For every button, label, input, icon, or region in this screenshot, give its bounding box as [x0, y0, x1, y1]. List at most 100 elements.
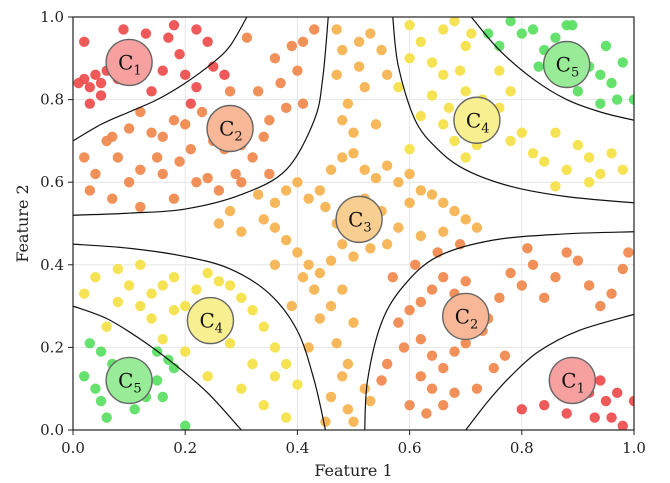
data-point-c3: [393, 177, 404, 188]
data-point-c3: [337, 238, 348, 250]
data-point-c2: [516, 280, 527, 291]
centroid-label-subscript: 5: [133, 381, 141, 396]
data-point-c2: [415, 296, 427, 308]
axis-ticks: 0.0 0.2 0.4 0.6 0.8 1.0 0.0 0.2 0.4 0.6 0.8 1.0: [40, 8, 646, 457]
centroid-label-letter: C: [556, 52, 571, 76]
data-point-c1: [589, 412, 600, 423]
data-point-c4: [583, 177, 595, 188]
data-point-c2: [191, 177, 202, 188]
data-point-c3: [303, 193, 314, 204]
decision-boundary-line: [465, 313, 634, 430]
data-point-c4: [292, 379, 303, 390]
centroid-marker-c1: [548, 356, 596, 405]
data-point-c3: [325, 300, 337, 312]
data-point-c4: [404, 53, 415, 64]
data-point-c3: [415, 185, 427, 196]
data-point-c4: [213, 276, 225, 287]
grid-lines: [72, 16, 635, 431]
data-point-c2: [449, 387, 460, 399]
y-tick-label: 0.8: [40, 91, 64, 109]
data-point-c2: [415, 333, 427, 345]
x-tick-label: 0.2: [173, 439, 197, 457]
data-point-c3: [342, 358, 354, 370]
centroid-label: C2: [219, 117, 243, 145]
centroid-label-subscript: 1: [133, 63, 141, 78]
data-point-c2: [488, 362, 499, 374]
data-point-c4: [595, 168, 606, 180]
data-point-c2: [247, 152, 258, 163]
data-point-c5: [151, 375, 163, 386]
decision-boundaries: [73, 17, 634, 430]
data-point-c5: [611, 94, 623, 105]
data-point-c2: [157, 131, 168, 142]
data-point-c3: [280, 185, 292, 196]
data-point-c1: [79, 36, 90, 47]
data-point-c4: [438, 24, 449, 35]
data-point-c5: [157, 391, 168, 403]
data-point-c4: [112, 263, 124, 275]
data-point-c5: [494, 40, 505, 52]
data-point-c4: [202, 371, 213, 382]
data-point-c1: [174, 48, 185, 60]
data-point-c2: [309, 24, 320, 35]
data-point-c2: [494, 292, 505, 304]
data-point-c3: [348, 416, 359, 427]
data-point-c2: [297, 36, 309, 47]
data-point-c1: [140, 28, 152, 39]
data-point-c3: [449, 205, 460, 217]
data-point-c3: [365, 395, 376, 407]
data-point-c1: [202, 36, 213, 47]
data-point-c4: [438, 69, 449, 81]
data-point-c4: [269, 371, 281, 382]
data-point-c2: [410, 259, 421, 270]
data-point-c3: [365, 28, 376, 39]
data-point-c3: [213, 218, 225, 229]
data-point-c3: [314, 267, 326, 279]
data-point-c4: [415, 110, 427, 122]
data-point-c3: [337, 44, 348, 56]
data-point-c2: [79, 152, 90, 163]
data-point-c4: [583, 152, 595, 163]
data-points: [73, 17, 634, 430]
decision-boundary-line: [73, 17, 248, 142]
data-point-c2: [230, 168, 241, 180]
centroid-marker-c2: [206, 104, 254, 153]
data-point-c2: [202, 172, 213, 184]
data-point-c1: [606, 412, 617, 423]
data-point-c4: [101, 321, 112, 332]
data-point-c2: [269, 53, 281, 64]
data-point-c3: [404, 168, 415, 180]
data-point-c2: [280, 102, 292, 114]
centroid-marker-c4: [453, 96, 501, 144]
data-point-c4: [180, 300, 191, 312]
data-point-c3: [224, 205, 236, 217]
data-point-c4: [258, 400, 269, 411]
data-point-c2: [421, 408, 432, 419]
centroid-label-letter: C: [466, 108, 481, 132]
data-point-c5: [600, 40, 612, 52]
data-point-c3: [342, 98, 354, 109]
data-point-c4: [561, 164, 572, 176]
data-point-c3: [320, 416, 331, 427]
centroid-marker-c4: [186, 296, 235, 345]
x-tick-label: 0.6: [398, 439, 422, 457]
data-point-c3: [269, 259, 281, 270]
data-point-c4: [247, 305, 258, 316]
data-point-c2: [539, 292, 550, 304]
data-point-c4: [123, 280, 135, 291]
data-point-c4: [617, 164, 628, 176]
data-point-c5: [606, 77, 617, 89]
data-point-c2: [196, 106, 208, 118]
centroid-label: C1: [561, 368, 585, 396]
data-point-c3: [325, 164, 337, 176]
data-point-c1: [600, 395, 612, 407]
data-point-c5: [79, 371, 90, 382]
data-point-c3: [258, 214, 269, 225]
data-point-c2: [84, 185, 96, 196]
data-point-c5: [180, 420, 191, 430]
data-point-c3: [314, 185, 326, 196]
data-point-c4: [443, 102, 455, 114]
data-point-c3: [331, 24, 342, 35]
data-point-c3: [286, 300, 297, 312]
